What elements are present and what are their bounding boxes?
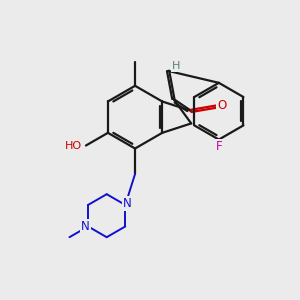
Text: N: N (81, 220, 90, 233)
Text: HO: HO (65, 140, 82, 151)
Text: O: O (217, 99, 226, 112)
Text: N: N (123, 197, 132, 210)
Text: H: H (172, 61, 181, 71)
Text: F: F (215, 140, 222, 153)
